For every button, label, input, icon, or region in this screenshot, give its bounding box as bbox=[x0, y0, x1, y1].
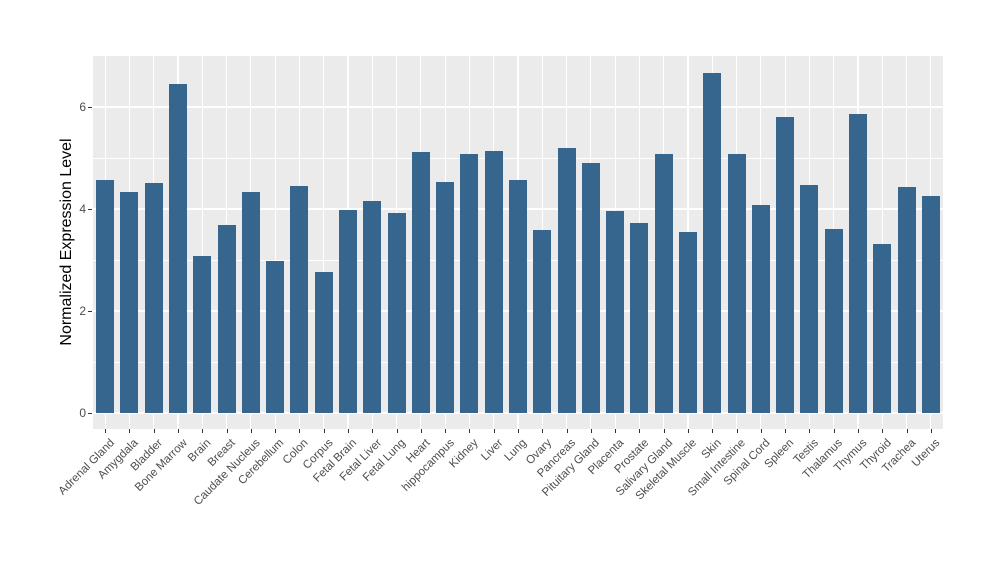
bar bbox=[606, 210, 625, 413]
x-tick-mark bbox=[518, 429, 519, 433]
x-tick-mark bbox=[226, 429, 228, 433]
bar bbox=[120, 191, 139, 413]
x-tick-mark bbox=[153, 429, 155, 433]
bar bbox=[509, 180, 527, 413]
bar bbox=[363, 200, 382, 413]
bar bbox=[533, 230, 552, 413]
bar bbox=[460, 154, 479, 413]
x-tick-mark bbox=[663, 429, 665, 433]
bar bbox=[679, 232, 697, 413]
x-tick-mark bbox=[178, 429, 179, 433]
bar bbox=[96, 179, 115, 413]
vertical-gridline bbox=[274, 56, 276, 429]
bar bbox=[800, 185, 819, 413]
y-tick-mark bbox=[88, 106, 92, 108]
vertical-gridline bbox=[201, 56, 203, 429]
x-tick-mark bbox=[323, 429, 325, 433]
bar bbox=[484, 150, 503, 413]
bar bbox=[654, 154, 673, 413]
x-tick-mark bbox=[858, 429, 859, 433]
x-tick-mark bbox=[809, 429, 811, 433]
bar bbox=[241, 192, 260, 413]
bar bbox=[897, 186, 916, 413]
x-tick-mark bbox=[542, 429, 544, 433]
x-tick-mark bbox=[639, 429, 641, 433]
x-tick-mark bbox=[930, 429, 932, 433]
bar bbox=[411, 151, 430, 413]
x-tick-mark bbox=[105, 429, 107, 433]
x-tick-mark bbox=[275, 429, 277, 433]
bar bbox=[581, 163, 600, 413]
bar bbox=[727, 154, 746, 413]
x-tick-mark bbox=[372, 429, 374, 433]
x-tick-mark bbox=[688, 429, 689, 433]
x-tick-mark bbox=[445, 429, 447, 433]
bar bbox=[824, 228, 843, 413]
x-tick-mark bbox=[590, 429, 592, 433]
bar bbox=[751, 205, 770, 413]
vertical-gridline bbox=[323, 56, 325, 429]
x-tick-mark bbox=[785, 429, 787, 433]
x-tick-label: Liver bbox=[479, 437, 506, 464]
bar bbox=[849, 114, 867, 413]
x-tick-mark bbox=[396, 429, 398, 433]
x-tick-mark bbox=[348, 429, 349, 433]
x-tick-mark bbox=[882, 429, 884, 433]
x-tick-mark bbox=[299, 429, 301, 433]
bar bbox=[557, 147, 576, 413]
bar bbox=[630, 223, 649, 413]
x-tick-mark bbox=[736, 429, 738, 433]
x-tick-mark bbox=[833, 429, 835, 433]
y-tick-mark bbox=[88, 208, 92, 210]
x-tick-mark bbox=[469, 429, 471, 433]
vertical-gridline bbox=[881, 56, 883, 429]
x-tick-mark bbox=[566, 429, 568, 433]
x-tick-mark bbox=[760, 429, 762, 433]
bar bbox=[144, 183, 163, 413]
y-tick-label: 4 bbox=[79, 202, 86, 216]
x-tick-mark bbox=[712, 429, 714, 433]
bar bbox=[193, 256, 212, 413]
bar bbox=[314, 272, 333, 413]
bar bbox=[169, 84, 187, 413]
x-tick-mark bbox=[906, 429, 908, 433]
y-tick-mark bbox=[88, 310, 92, 312]
bar bbox=[436, 182, 455, 413]
x-tick-mark bbox=[493, 429, 495, 433]
plot-panel bbox=[93, 56, 943, 429]
bar bbox=[921, 195, 940, 413]
y-tick-label: 6 bbox=[79, 100, 86, 114]
x-tick-mark bbox=[615, 429, 617, 433]
bar bbox=[873, 243, 892, 413]
bar bbox=[290, 186, 309, 413]
bar bbox=[703, 73, 722, 413]
y-tick-mark bbox=[88, 412, 92, 414]
bar bbox=[339, 209, 357, 413]
bar bbox=[217, 225, 236, 413]
x-tick-mark bbox=[202, 429, 204, 433]
bar bbox=[776, 116, 795, 413]
bar bbox=[266, 261, 285, 413]
bar bbox=[387, 213, 406, 413]
x-tick-mark bbox=[420, 429, 422, 433]
x-tick-mark bbox=[129, 429, 131, 433]
y-tick-label: 0 bbox=[79, 406, 86, 420]
y-tick-label: 2 bbox=[79, 304, 86, 318]
x-tick-mark bbox=[250, 429, 252, 433]
